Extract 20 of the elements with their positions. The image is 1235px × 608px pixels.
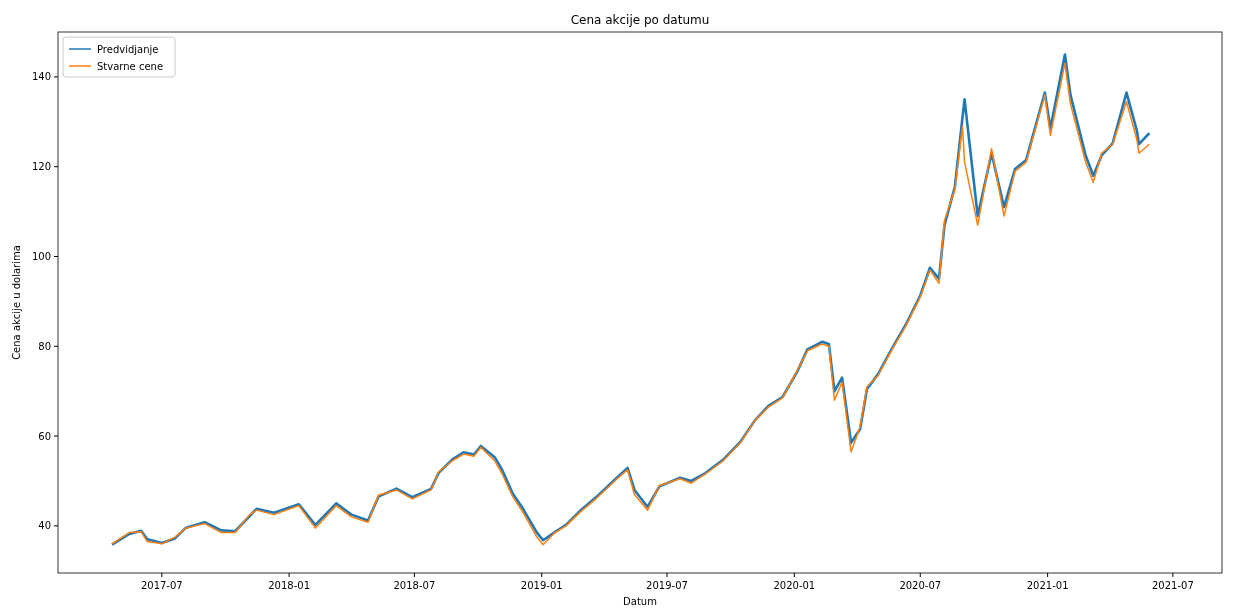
x-tick-label: 2021-07 bbox=[1151, 580, 1194, 591]
y-tick-label: 120 bbox=[31, 161, 51, 173]
y-axis-title: Cena akcije u dolarima bbox=[11, 245, 22, 360]
x-tick-label: 2020-07 bbox=[899, 580, 942, 591]
legend-label: Stvarne cene bbox=[97, 60, 164, 72]
x-tick-label: 2019-01 bbox=[520, 580, 563, 591]
x-tick-label: 2021-01 bbox=[1026, 580, 1069, 591]
x-tick-label: 2018-01 bbox=[268, 580, 311, 591]
x-tick-label: 2019-07 bbox=[646, 580, 688, 591]
chart-title: Cena akcije po datumu bbox=[570, 13, 710, 27]
y-tick-label: 60 bbox=[38, 430, 51, 442]
y-tick-label: 140 bbox=[31, 71, 51, 83]
x-tick-label: 2020-01 bbox=[773, 580, 816, 591]
y-tick-label: 100 bbox=[31, 250, 51, 262]
x-axis-title: Datum bbox=[623, 596, 657, 607]
legend-label: Predvidjanje bbox=[97, 43, 159, 55]
y-tick-label: 80 bbox=[38, 340, 51, 352]
x-tick-label: 2017-07 bbox=[140, 580, 183, 591]
y-tick-label: 40 bbox=[38, 520, 51, 532]
x-tick-label: 2018-07 bbox=[393, 580, 436, 591]
